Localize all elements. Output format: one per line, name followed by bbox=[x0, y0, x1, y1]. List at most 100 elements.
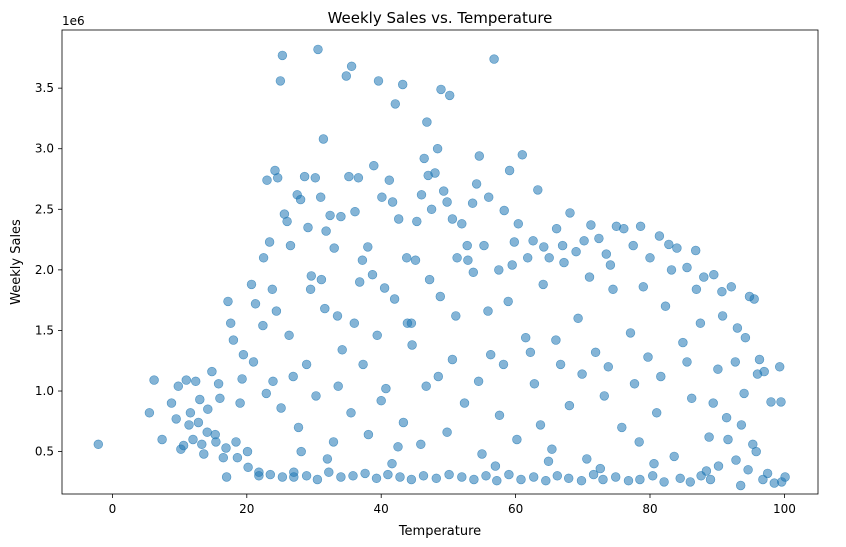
scatter-point bbox=[576, 476, 587, 486]
scatter-point bbox=[685, 477, 695, 487]
scatter-point bbox=[483, 306, 493, 316]
scatter-point bbox=[303, 222, 313, 233]
scatter-point bbox=[635, 221, 646, 232]
scatter-point bbox=[373, 76, 384, 86]
scatter-point bbox=[324, 467, 334, 477]
scatter-point bbox=[393, 442, 403, 452]
y-axis: 0.5 1.0 1.5 2.0 2.5 3.0 3.5 bbox=[35, 81, 62, 459]
scatter-point bbox=[144, 408, 155, 418]
scatter-point bbox=[717, 311, 728, 321]
scatter-point bbox=[350, 207, 360, 217]
scatter-point bbox=[296, 446, 306, 457]
scatter-point bbox=[221, 443, 231, 453]
x-axis-label: Temperature bbox=[398, 524, 481, 539]
scatter-point bbox=[357, 255, 368, 265]
scatter-point bbox=[442, 427, 452, 437]
scatter-point bbox=[517, 150, 527, 160]
y-axis-label: Weekly Sales bbox=[9, 219, 24, 305]
scatter-point bbox=[358, 359, 368, 370]
scatter-point bbox=[181, 375, 192, 385]
scatter-point bbox=[226, 318, 236, 328]
scatter-point bbox=[435, 291, 445, 302]
scatter-point bbox=[664, 239, 674, 250]
scatter-point bbox=[686, 393, 697, 403]
scatter-point bbox=[261, 388, 271, 399]
scatter-point bbox=[774, 362, 785, 372]
scatter-point bbox=[503, 296, 513, 307]
scatter-point bbox=[651, 408, 662, 418]
scatter-point bbox=[337, 345, 347, 355]
scatter-point bbox=[173, 381, 184, 391]
scatter-point bbox=[430, 168, 440, 178]
scatter-point bbox=[474, 151, 484, 161]
scatter-point bbox=[447, 214, 458, 224]
scatter-point bbox=[629, 379, 640, 389]
scatter-point bbox=[647, 471, 658, 481]
scatter-point bbox=[582, 454, 592, 464]
scatter-point bbox=[504, 165, 515, 176]
scatter-point bbox=[740, 333, 751, 343]
scatter-point bbox=[178, 440, 189, 451]
chart-title: Weekly Sales vs. Temperature bbox=[328, 9, 553, 27]
scatter-point bbox=[758, 474, 768, 485]
scatter-point bbox=[215, 393, 225, 403]
scatter-point bbox=[193, 417, 204, 428]
scatter-point bbox=[459, 398, 470, 408]
scatter-point bbox=[282, 216, 292, 227]
scatter-point bbox=[235, 398, 245, 408]
scatter-point bbox=[628, 240, 638, 251]
scatter-point bbox=[157, 434, 167, 445]
scatter-point bbox=[346, 61, 357, 72]
scatter-point bbox=[188, 434, 198, 445]
scatter-point bbox=[691, 284, 702, 294]
scatter-point bbox=[780, 472, 790, 482]
scatter-point bbox=[207, 366, 217, 377]
scatter-point bbox=[312, 474, 323, 485]
y-offset-label: 1e6 bbox=[62, 14, 85, 28]
scatter-point bbox=[659, 477, 669, 487]
scatter-point bbox=[584, 272, 595, 282]
scatter-point bbox=[316, 274, 327, 285]
scatter-point bbox=[559, 257, 569, 268]
points-layer bbox=[93, 44, 790, 491]
scatter-point bbox=[223, 296, 233, 307]
x-tick-label: 40 bbox=[374, 502, 389, 516]
scatter-point bbox=[669, 451, 679, 462]
scatter-point bbox=[489, 54, 499, 64]
scatter-point bbox=[494, 410, 505, 420]
scatter-point bbox=[522, 253, 533, 263]
scatter-point bbox=[349, 318, 359, 328]
scatter-point bbox=[690, 245, 701, 256]
scatter-point bbox=[721, 413, 732, 423]
scatter-point bbox=[776, 397, 786, 407]
y-tick-label: 1.0 bbox=[35, 384, 54, 398]
scatter-point bbox=[221, 472, 232, 482]
scatter-point bbox=[353, 173, 364, 183]
scatter-point bbox=[555, 359, 566, 370]
scatter-point bbox=[623, 476, 634, 486]
scatter-point bbox=[285, 240, 296, 251]
scatter-point bbox=[390, 99, 400, 109]
scatter-point bbox=[231, 437, 241, 447]
scatter-point bbox=[248, 357, 259, 367]
scatter-point bbox=[381, 383, 391, 394]
scatter-point bbox=[736, 420, 747, 430]
scatter-point bbox=[421, 381, 431, 391]
scatter-point bbox=[389, 294, 400, 304]
scatter-point bbox=[432, 144, 443, 154]
scatter-point bbox=[571, 247, 581, 257]
scatter-point bbox=[313, 44, 323, 55]
scatter-point bbox=[439, 186, 449, 196]
scatter-point bbox=[149, 375, 159, 385]
scatter-point bbox=[473, 376, 484, 386]
scatter-point bbox=[329, 243, 339, 253]
scatter-point bbox=[305, 284, 316, 294]
scatter-point bbox=[723, 434, 733, 445]
scatter-point bbox=[344, 171, 354, 182]
scatter-point bbox=[564, 400, 575, 411]
x-tick-label: 60 bbox=[508, 502, 523, 516]
scatter-point bbox=[457, 472, 467, 482]
scatter-point bbox=[643, 352, 653, 362]
scatter-point bbox=[191, 376, 201, 386]
